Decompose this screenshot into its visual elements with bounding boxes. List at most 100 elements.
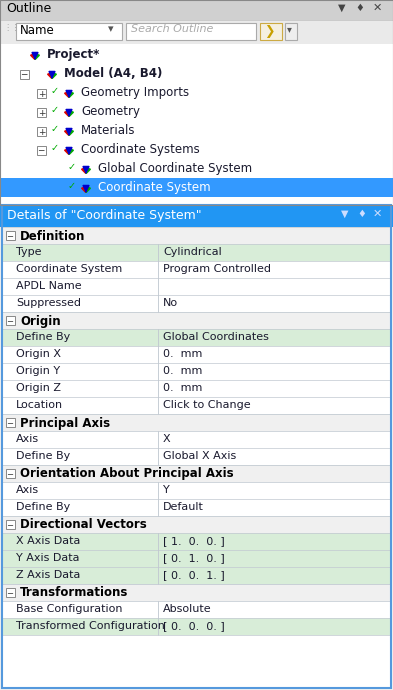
Text: Global Coordinate System: Global Coordinate System [98, 162, 252, 175]
Bar [6, 588, 15, 597]
Text: ─: ─ [7, 520, 13, 529]
Bar [6, 418, 15, 427]
Bar [2, 244, 158, 261]
Bar [0, 0, 393, 20]
Bar [285, 23, 297, 40]
Text: ▼: ▼ [341, 209, 349, 219]
Text: Location: Location [16, 400, 63, 410]
Text: Absolute: Absolute [163, 604, 211, 614]
Text: X: X [163, 434, 171, 444]
Text: Click to Change: Click to Change [163, 400, 251, 410]
Text: Define By: Define By [16, 451, 70, 461]
Bar [158, 363, 391, 380]
Bar [0, 0, 393, 205]
Bar [16, 23, 122, 40]
Bar [2, 346, 158, 363]
Bar [158, 601, 391, 618]
Bar [2, 618, 158, 635]
Bar [0, 20, 393, 44]
Text: Default: Default [163, 502, 204, 512]
Bar [2, 227, 391, 244]
Bar [2, 312, 391, 329]
Text: Program Controlled: Program Controlled [163, 264, 271, 274]
Text: Y: Y [163, 485, 170, 495]
Text: Define By: Define By [16, 332, 70, 342]
Bar [37, 89, 46, 98]
Text: Name: Name [20, 25, 55, 37]
Text: ─: ─ [38, 147, 43, 156]
Text: Outline: Outline [6, 2, 51, 15]
Text: Coordinate System: Coordinate System [16, 264, 122, 274]
Bar [37, 127, 46, 136]
Text: [ 0.  0.  0. ]: [ 0. 0. 0. ] [163, 621, 225, 631]
Text: No: No [163, 298, 178, 308]
Text: ✓: ✓ [51, 105, 59, 115]
Bar [158, 448, 391, 465]
Bar [6, 316, 15, 325]
Bar [158, 397, 391, 414]
Text: ✓: ✓ [68, 181, 76, 191]
Bar [0, 205, 393, 227]
Bar [2, 397, 158, 414]
Text: ─: ─ [21, 71, 26, 80]
Bar [158, 533, 391, 550]
Text: Details of "Coordinate System": Details of "Coordinate System" [7, 209, 202, 222]
Text: X Axis Data: X Axis Data [16, 536, 81, 546]
Text: Model (A4, B4): Model (A4, B4) [64, 67, 162, 80]
Text: Transformations: Transformations [20, 586, 129, 600]
Bar [2, 278, 158, 295]
Bar [158, 380, 391, 397]
Text: Global X Axis: Global X Axis [163, 451, 236, 461]
Bar [6, 469, 15, 478]
Bar [2, 205, 391, 688]
Text: ♦: ♦ [357, 209, 366, 219]
Text: Axis: Axis [16, 485, 39, 495]
Text: Materials: Materials [81, 124, 136, 137]
Bar [126, 23, 256, 40]
Text: Geometry: Geometry [81, 105, 140, 118]
Bar [2, 465, 391, 482]
Text: Z Axis Data: Z Axis Data [16, 570, 81, 580]
Text: [ 0.  0.  1. ]: [ 0. 0. 1. ] [163, 570, 225, 580]
Text: Base Configuration: Base Configuration [16, 604, 123, 614]
Text: Y Axis Data: Y Axis Data [16, 553, 79, 563]
Text: ─: ─ [7, 419, 13, 428]
Text: Define By: Define By [16, 502, 70, 512]
Text: Axis: Axis [16, 434, 39, 444]
Bar [158, 618, 391, 635]
Text: ▾: ▾ [287, 25, 292, 34]
Bar [2, 448, 158, 465]
Text: ✓: ✓ [51, 124, 59, 134]
Bar [0, 44, 393, 205]
Text: Principal Axis: Principal Axis [20, 417, 110, 429]
Text: ─: ─ [7, 232, 13, 241]
Text: ✓: ✓ [51, 143, 59, 153]
Text: ─: ─ [7, 317, 13, 326]
Bar [2, 329, 158, 346]
Text: Coordinate Systems: Coordinate Systems [81, 143, 200, 156]
Bar [158, 295, 391, 312]
Text: Type: Type [16, 247, 42, 257]
Text: [ 0.  1.  0. ]: [ 0. 1. 0. ] [163, 553, 225, 563]
Bar [158, 346, 391, 363]
Bar [158, 499, 391, 516]
Bar [158, 482, 391, 499]
Bar [158, 278, 391, 295]
Bar [2, 584, 391, 601]
Bar [2, 295, 158, 312]
Text: 0.  mm: 0. mm [163, 366, 202, 376]
Text: ✓: ✓ [51, 86, 59, 96]
Text: +: + [38, 109, 46, 118]
Text: Cylindrical: Cylindrical [163, 247, 222, 257]
Text: Origin Z: Origin Z [16, 383, 61, 393]
Bar [2, 550, 158, 567]
Bar [2, 414, 391, 431]
Bar [158, 244, 391, 261]
Text: Search Outline: Search Outline [131, 25, 213, 34]
Text: ─: ─ [7, 589, 13, 598]
Text: +: + [38, 90, 46, 99]
Text: +: + [38, 128, 46, 137]
Bar [158, 550, 391, 567]
Text: ✕: ✕ [373, 209, 382, 219]
Bar [37, 146, 46, 155]
